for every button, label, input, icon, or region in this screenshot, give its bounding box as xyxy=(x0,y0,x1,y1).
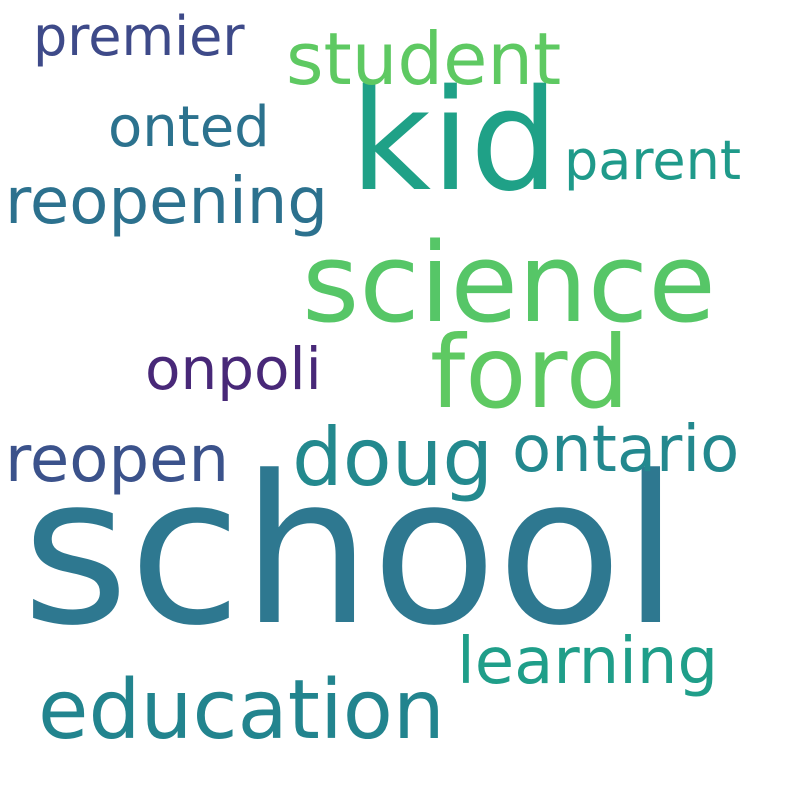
word-premier: premier xyxy=(33,5,245,68)
word-ford: ford xyxy=(430,314,630,431)
word-student: student xyxy=(286,17,562,101)
word-parent: parent xyxy=(564,129,742,192)
word-kid: kid xyxy=(350,60,559,223)
word-doug: doug xyxy=(292,411,494,504)
word-learning: learning xyxy=(457,625,719,699)
word-science: science xyxy=(302,219,716,347)
word-school: school xyxy=(22,433,680,671)
word-education: education xyxy=(38,663,445,758)
word-reopening: reopening xyxy=(5,165,328,239)
word-ontario: ontario xyxy=(512,413,740,487)
word-reopen: reopen xyxy=(5,423,229,497)
word-onpoli: onpoli xyxy=(145,335,322,403)
word-onted: onted xyxy=(108,95,270,160)
